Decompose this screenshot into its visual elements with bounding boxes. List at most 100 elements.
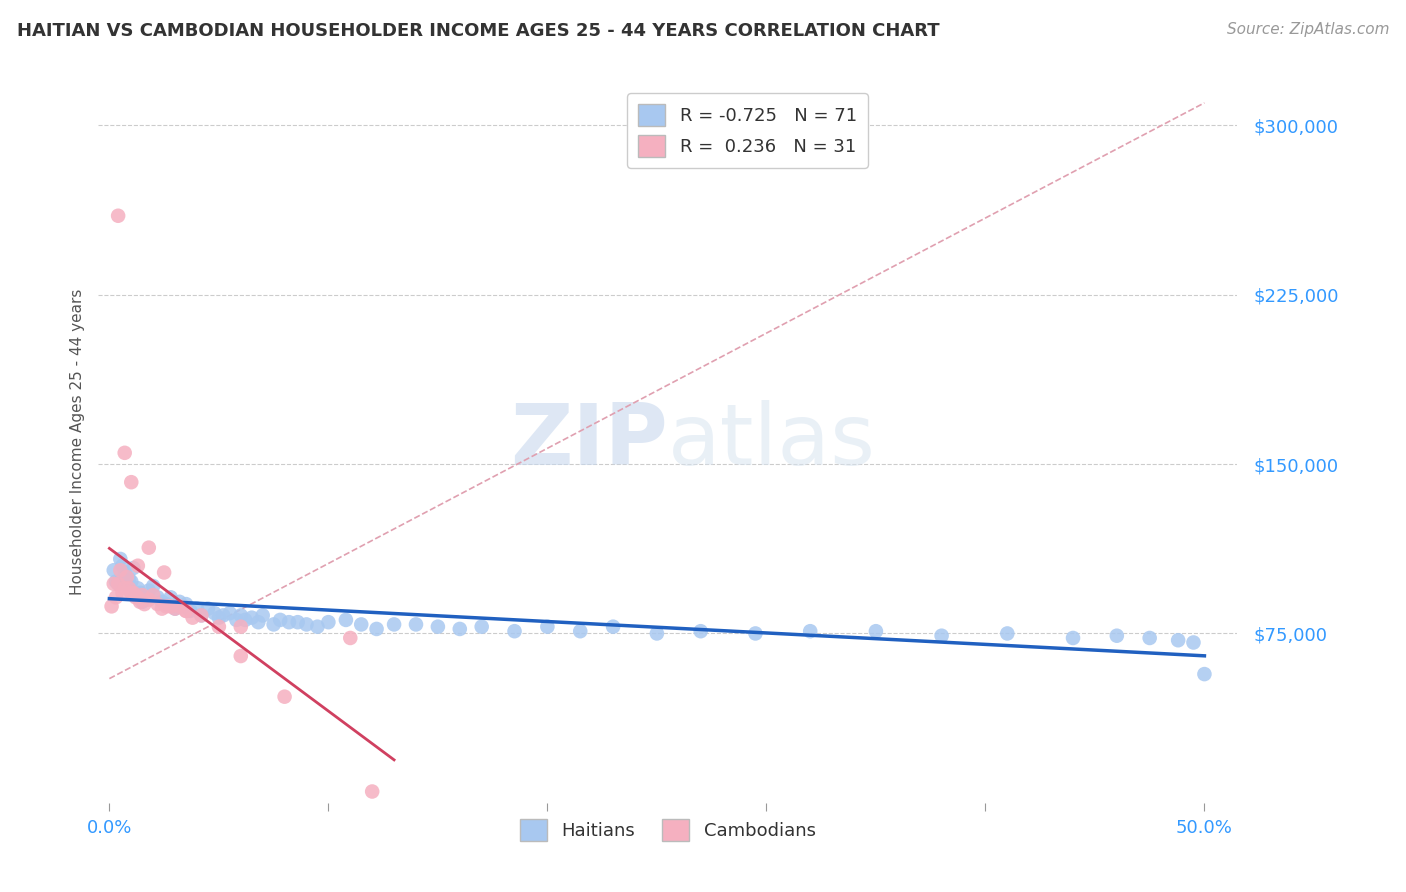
Point: [335, 613, 357, 627]
Point: [104, 591, 127, 605]
Text: HAITIAN VS CAMBODIAN HOUSEHOLDER INCOME AGES 25 - 44 YEARS CORRELATION CHART: HAITIAN VS CAMBODIAN HOUSEHOLDER INCOME …: [17, 22, 939, 40]
Point: [100, 599, 122, 614]
Point: [127, 582, 149, 596]
Point: [1194, 667, 1216, 681]
Point: [115, 576, 138, 591]
Point: [1105, 629, 1128, 643]
Point: [155, 599, 177, 614]
Point: [229, 608, 252, 623]
Point: [169, 599, 191, 614]
Point: [115, 570, 138, 584]
Point: [150, 595, 173, 609]
Point: [181, 610, 204, 624]
Point: [361, 784, 384, 798]
Point: [131, 588, 153, 602]
Point: [174, 604, 197, 618]
Point: [118, 582, 141, 596]
Point: [103, 576, 125, 591]
Point: [146, 597, 169, 611]
Point: [269, 613, 291, 627]
Point: [169, 595, 191, 609]
Point: [179, 604, 201, 618]
Point: [208, 620, 231, 634]
Point: [174, 597, 197, 611]
Point: [190, 608, 212, 623]
Point: [569, 624, 592, 639]
Point: [197, 601, 219, 615]
Point: [159, 599, 181, 614]
Point: [233, 613, 256, 627]
Point: [449, 622, 471, 636]
Point: [339, 631, 361, 645]
Point: [150, 601, 173, 615]
Point: [212, 608, 235, 623]
Point: [1182, 635, 1205, 649]
Point: [122, 586, 145, 600]
Point: [107, 576, 129, 591]
Point: [350, 617, 373, 632]
Text: Source: ZipAtlas.com: Source: ZipAtlas.com: [1226, 22, 1389, 37]
Point: [129, 595, 152, 609]
Point: [110, 552, 132, 566]
Point: [110, 563, 132, 577]
Point: [536, 620, 558, 634]
Point: [138, 583, 160, 598]
Point: [865, 624, 887, 639]
Point: [165, 601, 187, 615]
Point: [138, 541, 160, 555]
Point: [426, 620, 449, 634]
Point: [1139, 631, 1161, 645]
Point: [295, 617, 318, 632]
Point: [799, 624, 821, 639]
Point: [146, 591, 169, 605]
Point: [120, 475, 142, 490]
Point: [173, 599, 195, 614]
Point: [134, 597, 156, 611]
Point: [122, 561, 145, 575]
Point: [111, 558, 134, 573]
Point: [931, 629, 953, 643]
Point: [127, 591, 149, 605]
Point: [689, 624, 711, 639]
Point: [153, 566, 176, 580]
Point: [252, 608, 274, 623]
Point: [155, 597, 177, 611]
Text: atlas: atlas: [668, 400, 876, 483]
Y-axis label: Householder Income Ages 25 - 44 years: Householder Income Ages 25 - 44 years: [69, 288, 84, 595]
Point: [995, 626, 1018, 640]
Point: [278, 615, 301, 630]
Point: [273, 690, 295, 704]
Point: [602, 620, 624, 634]
Point: [127, 558, 149, 573]
Point: [120, 574, 142, 589]
Legend: R = -0.725   N = 71, R =  0.236   N = 31: R = -0.725 N = 71, R = 0.236 N = 31: [627, 93, 868, 168]
Point: [247, 615, 270, 630]
Point: [287, 615, 309, 630]
Point: [218, 606, 240, 620]
Point: [645, 626, 668, 640]
Point: [1062, 631, 1084, 645]
Point: [186, 601, 208, 615]
Point: [240, 610, 263, 624]
Point: [263, 617, 285, 632]
Point: [124, 591, 146, 605]
Point: [307, 620, 329, 634]
Point: [471, 620, 494, 634]
Point: [131, 595, 153, 609]
Text: ZIP: ZIP: [510, 400, 668, 483]
Point: [142, 579, 165, 593]
Point: [318, 615, 340, 630]
Point: [366, 622, 388, 636]
Point: [111, 586, 134, 600]
Point: [107, 209, 129, 223]
Point: [124, 588, 146, 602]
Point: [142, 588, 165, 602]
Point: [204, 606, 226, 620]
Point: [107, 576, 129, 591]
Point: [114, 446, 136, 460]
Point: [405, 617, 427, 632]
Point: [118, 572, 141, 586]
Point: [208, 610, 231, 624]
Point: [104, 574, 127, 589]
Point: [190, 608, 212, 623]
